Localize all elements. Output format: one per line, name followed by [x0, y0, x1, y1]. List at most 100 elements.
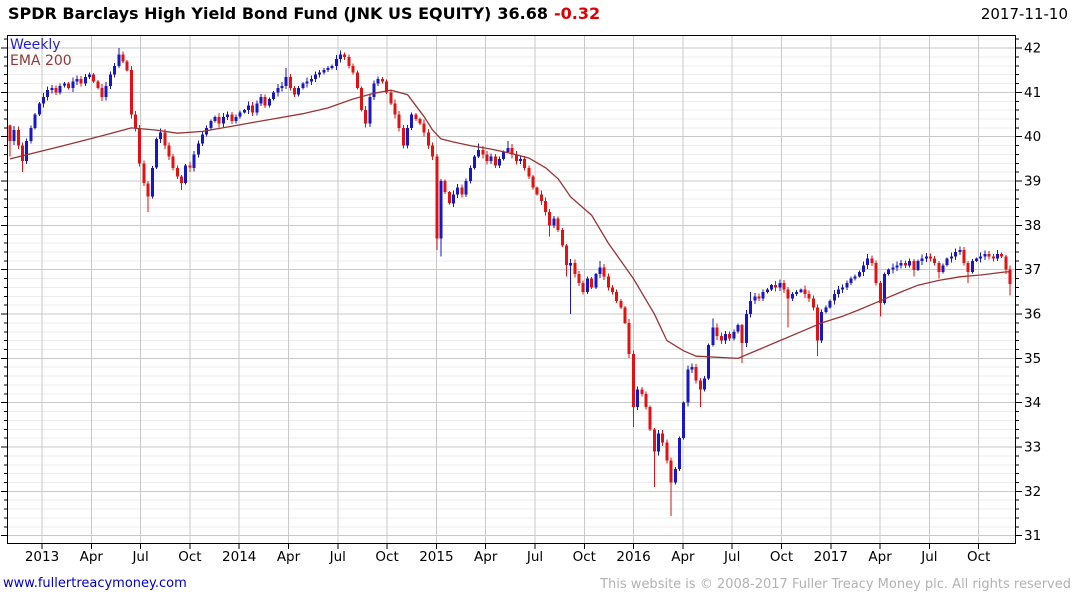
- candle-down: [619, 300, 623, 308]
- candle-down: [8, 125, 12, 142]
- candle-down: [360, 88, 363, 111]
- candle-up: [765, 289, 769, 292]
- candle-up: [238, 112, 242, 117]
- candle-down: [912, 260, 916, 270]
- candle-up: [857, 271, 861, 277]
- candle-down: [134, 114, 137, 128]
- x-axis-label: 2014: [222, 549, 256, 565]
- candle-up: [598, 267, 602, 275]
- candle-down: [67, 83, 71, 88]
- candle-up: [585, 278, 589, 292]
- candle-up: [29, 127, 33, 142]
- price-change: -0.32: [553, 4, 601, 23]
- candle-up: [883, 274, 886, 303]
- candle-down: [54, 88, 58, 93]
- candle-up: [552, 218, 556, 226]
- candle-up: [949, 256, 953, 259]
- candle-up: [736, 325, 740, 332]
- candle-down: [719, 336, 723, 341]
- y-axis-label: 33: [1024, 440, 1041, 456]
- candle-up: [83, 76, 87, 84]
- candle-down: [531, 176, 535, 188]
- candle-down: [96, 81, 100, 88]
- candle-up: [673, 469, 677, 483]
- candle-down: [987, 254, 991, 257]
- candle-down: [460, 187, 464, 195]
- candle-up: [368, 96, 372, 124]
- x-grid: [41, 35, 980, 544]
- candle-down: [631, 353, 635, 408]
- candle-down: [167, 145, 171, 157]
- candle-down: [694, 367, 698, 381]
- candle-up: [837, 289, 840, 295]
- candle-down: [669, 460, 673, 483]
- candle-down: [523, 158, 527, 168]
- candle-up: [636, 389, 640, 408]
- candle-down: [21, 145, 25, 162]
- candle-up: [795, 291, 799, 295]
- candle-down: [188, 165, 192, 168]
- candle-down: [715, 327, 719, 337]
- candle-up: [184, 165, 188, 184]
- candle-down: [728, 334, 732, 339]
- candle-down: [548, 212, 552, 226]
- candle-up: [724, 334, 727, 341]
- candle-up: [995, 254, 999, 259]
- candle-up: [853, 276, 857, 279]
- candle-up: [104, 85, 108, 97]
- candle-down: [874, 263, 878, 283]
- candle-up: [213, 116, 217, 122]
- website-link[interactable]: www.fullertreacymoney.com: [3, 576, 187, 591]
- y-grid-minor: [7, 38, 1016, 528]
- candle-up: [519, 158, 522, 162]
- y-axis-label: 37: [1024, 262, 1041, 278]
- candle-down: [937, 263, 941, 272]
- candle-down: [92, 74, 96, 82]
- candle-up: [247, 105, 250, 111]
- candle-up: [221, 116, 225, 124]
- candle-down: [1004, 256, 1008, 270]
- candle-up: [284, 76, 288, 86]
- candle-up: [975, 258, 978, 261]
- candle-down: [443, 181, 447, 193]
- candle-up: [88, 74, 91, 77]
- candles: [8, 48, 1012, 516]
- candle-up: [305, 81, 309, 84]
- x-axis-label: 2015: [419, 549, 453, 565]
- as-of-date: 2017-11-10: [980, 5, 1068, 23]
- candle-up: [828, 300, 832, 308]
- candle-down: [129, 70, 133, 115]
- ema-path: [9, 89, 1010, 360]
- candle-down: [652, 429, 656, 452]
- candle-up: [234, 116, 238, 122]
- candle-up: [468, 167, 472, 182]
- candle-up: [50, 88, 54, 91]
- candle-up: [37, 103, 41, 115]
- candle-up: [108, 74, 112, 86]
- candle-down: [590, 278, 594, 288]
- candle-up: [280, 85, 284, 88]
- candle-up: [201, 134, 204, 144]
- candle-up: [749, 300, 753, 315]
- candle-down: [929, 256, 932, 259]
- candle-down: [380, 79, 384, 82]
- candle-down: [230, 114, 234, 122]
- candle-down: [648, 407, 652, 430]
- candle-down: [698, 380, 702, 390]
- candle-up: [439, 181, 443, 239]
- candle-down: [343, 54, 347, 57]
- candle-up: [372, 83, 376, 97]
- candle-up: [820, 311, 824, 341]
- candle-down: [740, 325, 744, 343]
- candle-up: [272, 92, 276, 99]
- candle-down: [263, 96, 267, 106]
- candle-up: [410, 114, 414, 128]
- candle-down: [364, 110, 368, 124]
- candle-up: [477, 150, 481, 157]
- candle-up: [686, 369, 690, 403]
- candle-up: [891, 267, 895, 270]
- candle-down: [962, 249, 966, 264]
- candle-down: [577, 274, 581, 284]
- candle-up: [322, 70, 326, 73]
- candle-up: [958, 249, 962, 252]
